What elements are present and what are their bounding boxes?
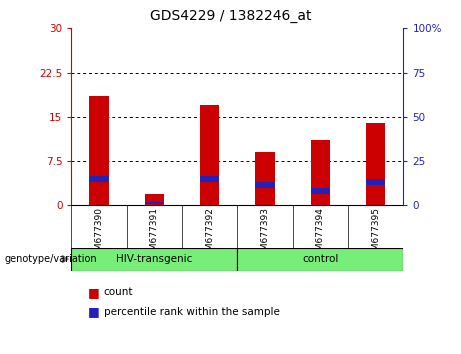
Bar [89,176,109,182]
Bar [255,152,275,205]
Text: GSM677390: GSM677390 [95,207,104,262]
Text: ■: ■ [88,286,99,298]
Bar [311,188,330,194]
Text: percentile rank within the sample: percentile rank within the sample [104,307,280,316]
Text: GSM677393: GSM677393 [260,207,270,262]
Text: control: control [302,254,338,264]
Text: HIV-transgenic: HIV-transgenic [116,254,193,264]
Bar [145,202,164,204]
Bar [366,123,385,205]
Bar [200,176,219,182]
Text: GSM677394: GSM677394 [316,207,325,262]
Text: GDS4229 / 1382246_at: GDS4229 / 1382246_at [150,9,311,23]
FancyBboxPatch shape [71,248,237,271]
Text: GSM677395: GSM677395 [371,207,380,262]
Text: count: count [104,287,133,297]
Text: GSM677392: GSM677392 [205,207,214,262]
Text: genotype/variation: genotype/variation [5,254,97,264]
Text: GSM677391: GSM677391 [150,207,159,262]
Polygon shape [62,256,68,263]
Bar [366,179,385,185]
Bar [311,141,330,205]
Bar [255,182,275,188]
Bar [145,194,164,205]
Bar [89,96,109,205]
FancyBboxPatch shape [237,248,403,271]
Bar [200,105,219,205]
Text: ■: ■ [88,305,99,318]
